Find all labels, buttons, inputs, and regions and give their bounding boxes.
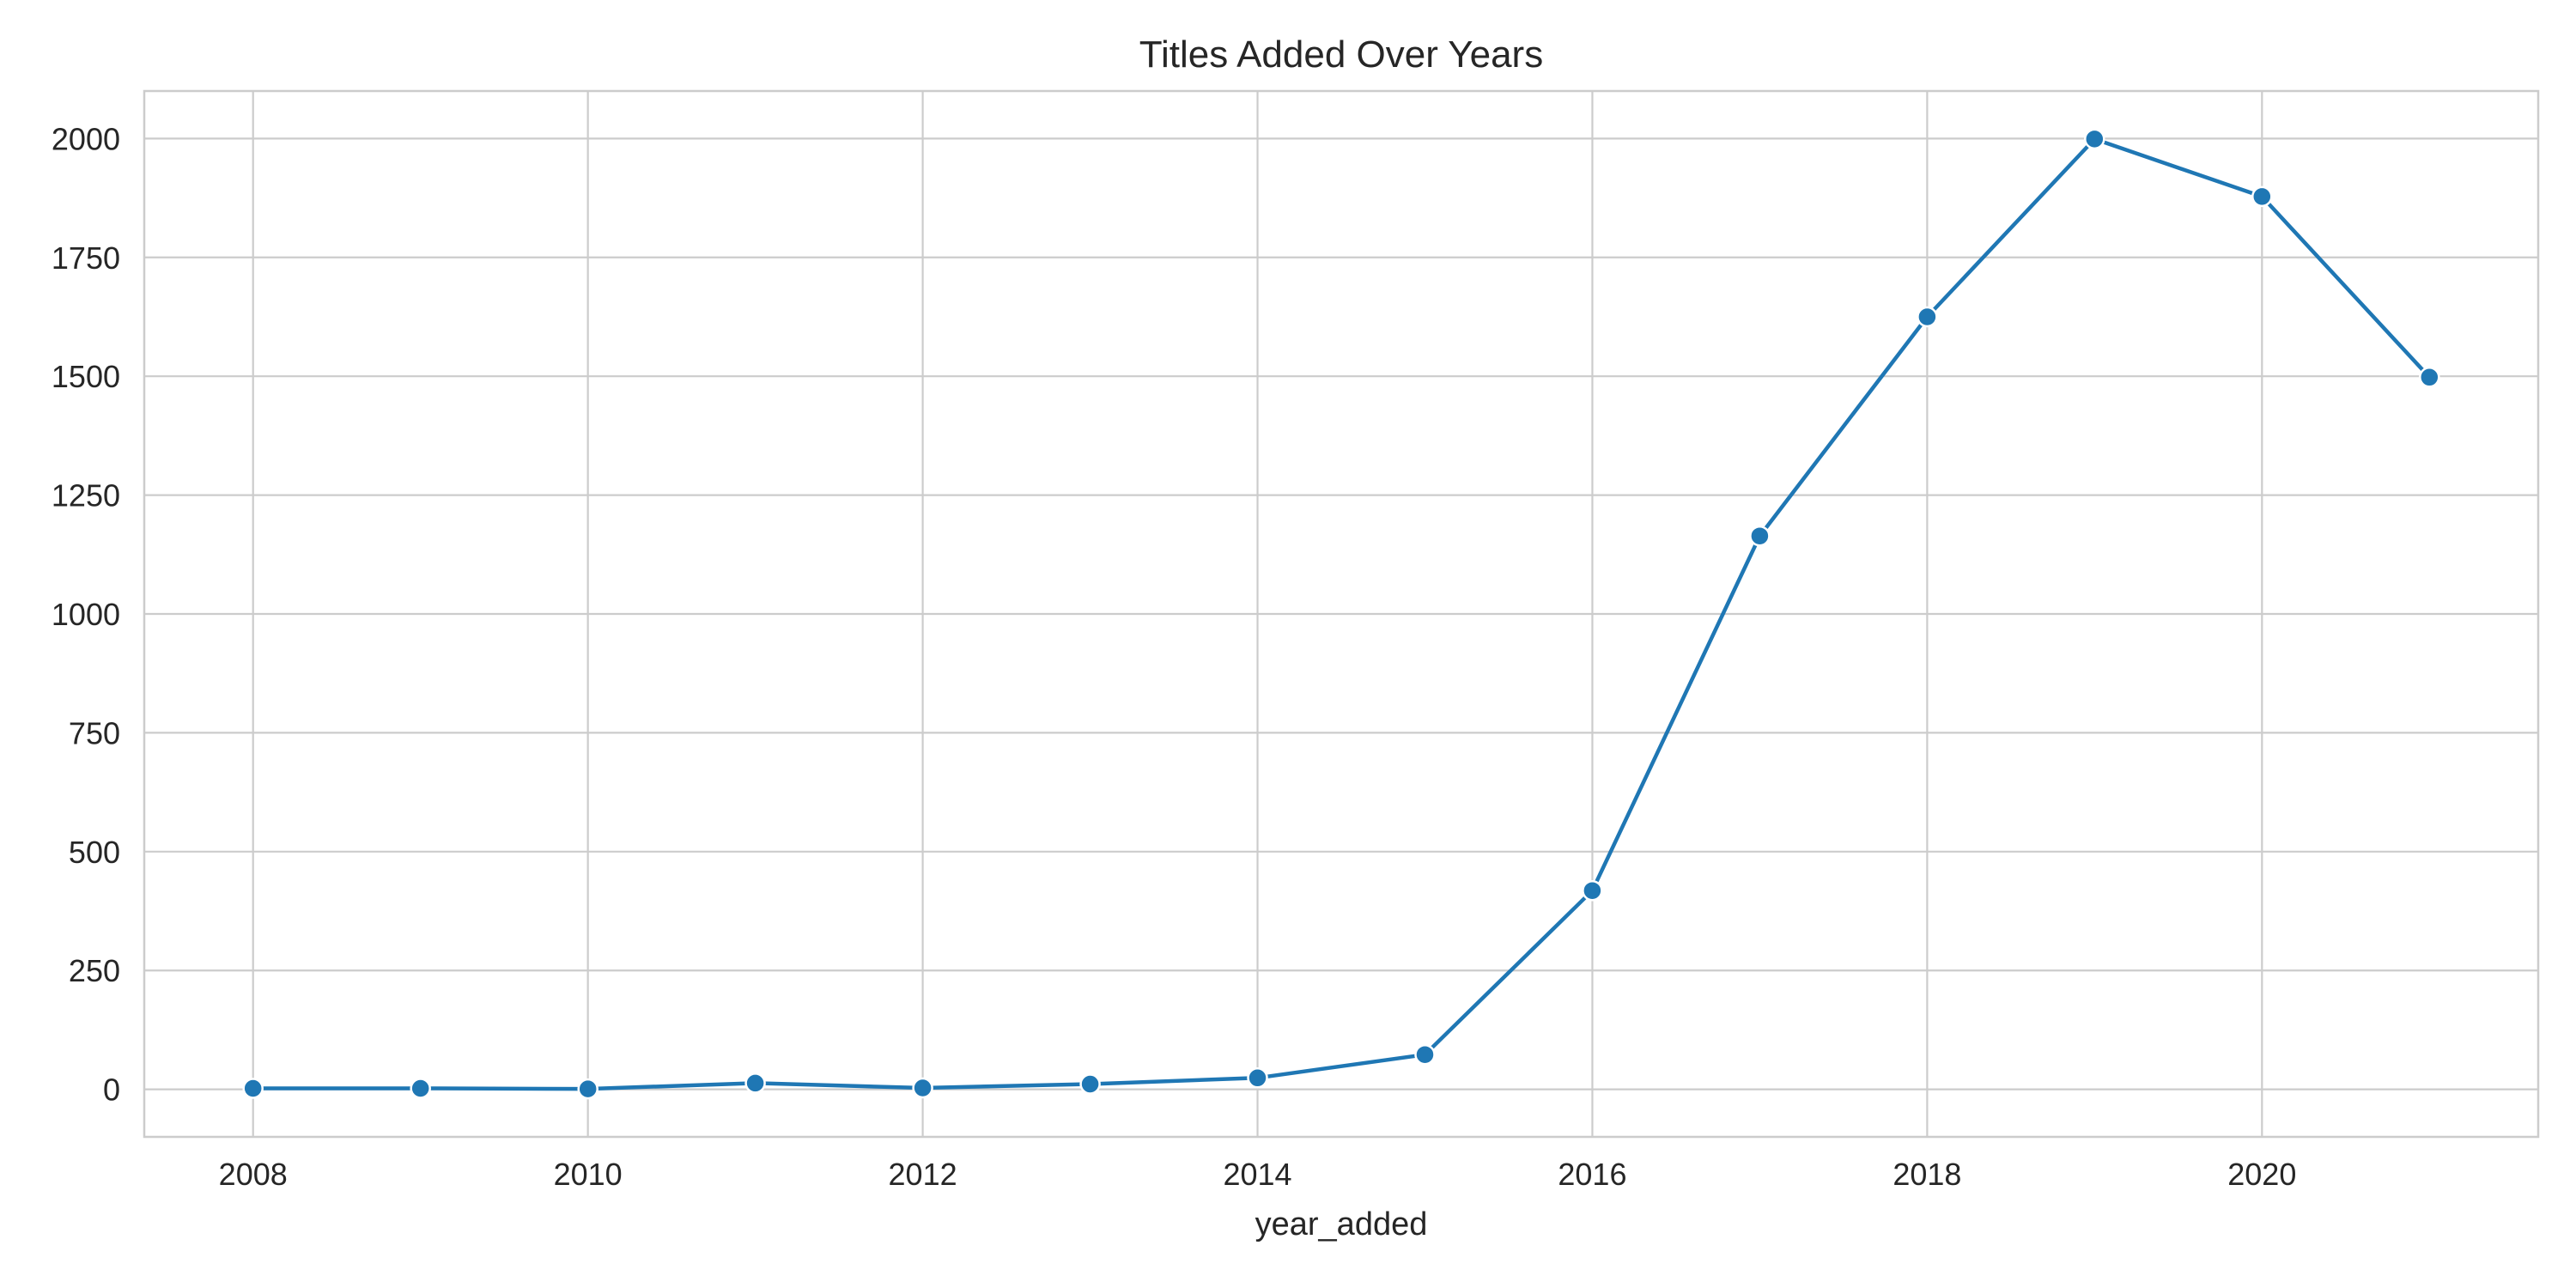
grid — [144, 91, 2538, 1137]
y-tick-label: 1000 — [52, 597, 120, 632]
data-point-2010 — [577, 1078, 598, 1100]
y-tick-label: 250 — [69, 953, 120, 988]
x-tick-label: 2016 — [1558, 1157, 1626, 1192]
x-tick-label: 2018 — [1893, 1157, 1961, 1192]
data-point-2019 — [2084, 128, 2105, 150]
y-tick-label: 500 — [69, 835, 120, 870]
data-point-2020 — [2251, 185, 2273, 208]
y-tick-label: 2000 — [52, 121, 120, 156]
data-point-2016 — [1582, 879, 1603, 902]
y-tick-label: 750 — [69, 715, 120, 750]
series-line — [251, 137, 2432, 1091]
data-point-2013 — [1079, 1073, 1101, 1095]
data-point-2018 — [1917, 306, 1938, 328]
data-point-2011 — [744, 1072, 766, 1094]
series-markers — [242, 128, 2440, 1100]
data-point-2014 — [1247, 1067, 1268, 1089]
x-tick-label: 2012 — [889, 1157, 957, 1192]
data-point-2021 — [2419, 367, 2440, 388]
data-point-2015 — [1414, 1043, 1436, 1066]
series-layer — [242, 128, 2440, 1100]
y-tick-labels: 0 250 500 750 1000 1250 1500 1750 2000 — [52, 121, 120, 1107]
y-tick-label: 0 — [103, 1072, 120, 1108]
plot-frame — [143, 89, 2540, 1139]
chart-title: Titles Added Over Years — [1139, 33, 1543, 76]
data-point-2012 — [912, 1077, 933, 1099]
x-axis-label: year_added — [1255, 1206, 1428, 1242]
x-tick-labels: 2008 2010 2012 2014 2016 2018 2020 — [219, 1157, 2297, 1192]
data-point-2017 — [1749, 525, 1771, 547]
x-tick-label: 2010 — [554, 1157, 623, 1192]
y-tick-label: 1250 — [52, 478, 120, 513]
y-tick-label: 1750 — [52, 240, 120, 276]
x-tick-label: 2008 — [219, 1157, 288, 1192]
y-tick-label: 1500 — [52, 359, 120, 394]
data-point-2008 — [242, 1078, 264, 1099]
x-tick-label: 2014 — [1223, 1157, 1291, 1192]
x-tick-label: 2020 — [2227, 1157, 2296, 1192]
data-point-2009 — [410, 1078, 431, 1099]
